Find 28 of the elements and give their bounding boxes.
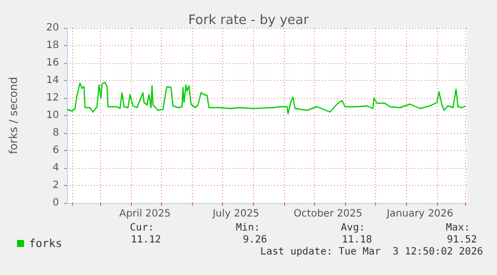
text: Last update: Tue Mar 3 12:50:02 2026 xyxy=(260,246,483,258)
x-tick-label: January 2026 xyxy=(386,208,454,220)
text: Cur: xyxy=(130,222,154,234)
y-tick-label: 12 xyxy=(46,92,59,104)
y-tick-label: 8 xyxy=(52,128,59,138)
y-tick-label: 20 xyxy=(46,22,59,34)
y-tick-label: 16 xyxy=(46,58,59,68)
y-tick-label: 18 xyxy=(46,40,59,51)
x-tick-label: April 2025 xyxy=(119,208,171,220)
text: Max: xyxy=(446,222,470,234)
text: Avg: xyxy=(340,222,365,234)
y-tick-label: 0 xyxy=(52,198,59,208)
text: 91.52 xyxy=(446,234,477,246)
y-tick-label: 14 xyxy=(46,75,59,86)
x-tick-label: October 2025 xyxy=(294,208,362,220)
y-axis-title: forks / second xyxy=(7,76,20,154)
y-tick-label: 2 xyxy=(52,180,59,191)
text: 11.12 xyxy=(130,234,161,246)
y-tick-label: 6 xyxy=(52,145,59,156)
y-tick-label: 10 xyxy=(46,110,59,121)
text: 11.18 xyxy=(342,234,372,246)
legend-label: forks xyxy=(29,237,62,250)
y-tick-label: 4 xyxy=(52,162,59,174)
line-series xyxy=(66,82,467,114)
x-tick-label: July 2025 xyxy=(212,208,260,220)
chart-title: Fork rate - by year xyxy=(188,13,310,28)
text: 9.26 xyxy=(242,234,267,246)
text: Min: xyxy=(236,222,260,234)
